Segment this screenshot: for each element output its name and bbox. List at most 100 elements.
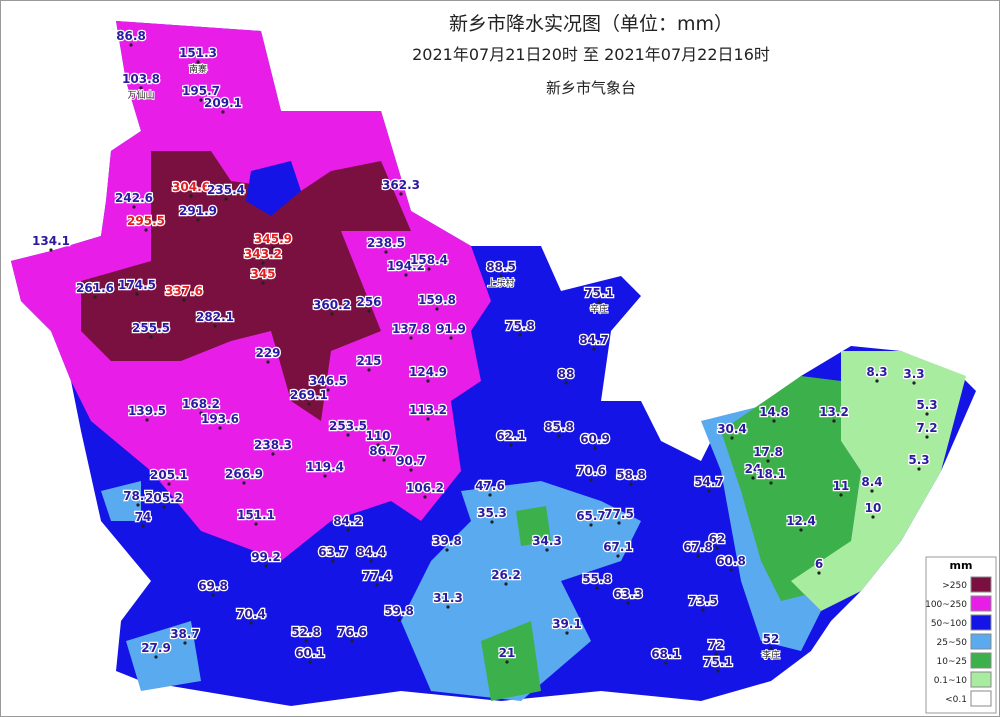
legend-swatch (970, 576, 992, 593)
station-dot (626, 601, 630, 605)
station-dot (701, 608, 705, 612)
station-dot (196, 60, 200, 64)
station-value: 269.1 (290, 388, 328, 402)
station-value: 70.4 (236, 607, 266, 621)
legend-label: <0.1 (945, 695, 967, 705)
station-value: 34.3 (532, 534, 562, 548)
station-value: 205.2 (145, 491, 183, 505)
station-value: 113.2 (409, 403, 447, 417)
station-dot (211, 593, 215, 597)
station-value: 151.3 (179, 46, 217, 60)
station-value: 337.6 (165, 284, 203, 298)
station-value: 235.4 (207, 183, 245, 197)
station-dot (144, 228, 148, 232)
station-value: 261.6 (76, 281, 114, 295)
station-dot (261, 261, 265, 265)
station-dot (589, 523, 593, 527)
station-value: 253.5 (329, 419, 367, 433)
station-value: 295.5 (127, 214, 165, 228)
station-dot (715, 546, 719, 550)
station-dot (404, 273, 408, 277)
station-value: 31.3 (433, 591, 463, 605)
station-dot (141, 524, 145, 528)
station-value: 55.8 (582, 572, 612, 586)
station-value: 343.2 (244, 247, 282, 261)
station-value: 215 (356, 354, 381, 368)
station-dot (772, 419, 776, 423)
station-value: 52.8 (291, 625, 321, 639)
station-dot (766, 459, 770, 463)
station-dot (875, 379, 879, 383)
station-value: 103.8 (122, 72, 160, 86)
station-value: 106.2 (406, 481, 444, 495)
station-value: 5.3 (908, 453, 929, 467)
region-0-10 (791, 351, 966, 611)
station-value: 291.9 (179, 204, 217, 218)
station-dot (557, 434, 561, 438)
station-dot (367, 309, 371, 313)
station-name: 万仙山 (127, 89, 154, 101)
station-value: 27.9 (141, 641, 171, 655)
station-dot (751, 476, 755, 480)
station-dot (384, 250, 388, 254)
station-value: 88 (558, 367, 575, 381)
legend-label: 25~50 (937, 638, 968, 648)
station-dot (449, 336, 453, 340)
station-dot (397, 618, 401, 622)
station-dot (729, 568, 733, 572)
station-dot (399, 192, 403, 196)
station-value: 54.7 (694, 475, 724, 489)
station-value: 139.5 (128, 404, 166, 418)
station-dot (435, 307, 439, 311)
station-dot (154, 655, 158, 659)
station-value: 77.5 (604, 507, 634, 521)
station-value: 238.5 (367, 236, 405, 250)
station-dot (145, 418, 149, 422)
station-dot (426, 417, 430, 421)
station-value: 238.3 (254, 438, 292, 452)
station-dot (817, 571, 821, 575)
station-value: 39.1 (552, 617, 582, 631)
station-value: 85.8 (544, 420, 574, 434)
station-value: 39.8 (432, 534, 462, 548)
station-value: 8.3 (866, 365, 887, 379)
station-dot (488, 493, 492, 497)
station-dot (925, 412, 929, 416)
station-value: 63.7 (318, 545, 348, 559)
station-value: 10 (865, 501, 882, 515)
station-dot (369, 559, 373, 563)
station-value: 21 (499, 646, 516, 660)
station-dot (707, 489, 711, 493)
station-dot (871, 515, 875, 519)
station-value: 12.4 (786, 514, 816, 528)
station-dot (189, 194, 193, 198)
station-dot (167, 482, 171, 486)
station-dot (266, 360, 270, 364)
station-dot (129, 43, 133, 47)
station-dot (93, 295, 97, 299)
station-name: 上乐村 (487, 277, 514, 289)
station-value: 69.8 (198, 579, 228, 593)
station-value: 11 (833, 479, 850, 493)
region-25-50 (401, 481, 641, 701)
station-value: 362.3 (382, 178, 420, 192)
station-dot (326, 388, 330, 392)
station-value: 134.1 (32, 234, 70, 248)
legend-label: 50~100 (931, 619, 967, 629)
legend-swatch (970, 595, 992, 612)
station-dot (505, 660, 509, 664)
station-dot (307, 402, 311, 406)
station-dot (912, 381, 916, 385)
station-value: 99.2 (251, 550, 281, 564)
station-dot (716, 669, 720, 673)
station-dot (426, 379, 430, 383)
station-dot (183, 641, 187, 645)
station-dot (376, 443, 380, 447)
station-dot (696, 554, 700, 558)
station-dot (730, 436, 734, 440)
station-value: 193.6 (201, 412, 239, 426)
station-value: 68.1 (651, 647, 681, 661)
